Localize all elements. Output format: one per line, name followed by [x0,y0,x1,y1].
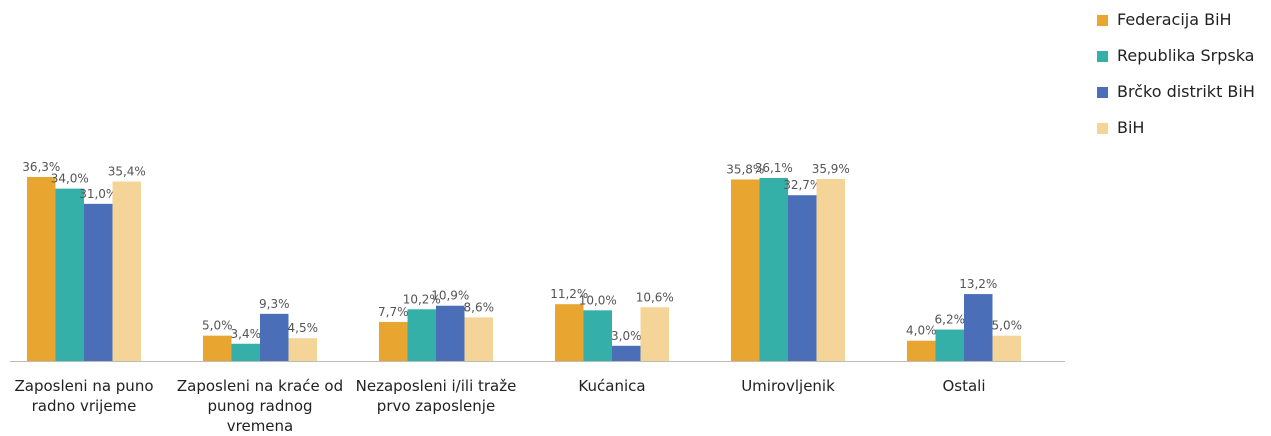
x-tick-label: Umirovljenik [741,377,835,395]
bar [27,176,56,361]
bar [759,177,788,361]
bar [464,317,493,361]
bar [640,307,669,361]
x-tick-label: Ostali [942,377,986,395]
value-label: 4,5% [288,321,319,335]
bar [731,179,760,361]
legend-swatch [1097,51,1108,62]
value-label: 35,8% [726,162,764,176]
bar [288,338,317,361]
value-label: 3,0% [611,329,642,343]
bar [612,345,641,361]
bar [964,294,993,361]
value-label: 11,2% [550,287,588,301]
x-tick-label: Zaposleni na kraće od punog radnog vreme… [176,377,344,435]
value-label: 4,0% [906,324,937,338]
bar [407,309,436,361]
x-tick-label: Zaposleni na puno radno vrijeme [14,377,154,415]
bar [84,203,113,361]
value-label: 7,7% [378,305,409,319]
legend-item: Republika Srpska [1097,46,1254,66]
value-label: 36,3% [22,160,60,174]
value-label: 5,0% [992,319,1023,333]
bar [935,329,964,361]
value-label: 8,6% [464,300,495,314]
legend-swatch [1097,87,1108,98]
bar [555,304,584,361]
value-label: 5,0% [202,319,233,333]
bar [816,178,845,361]
legend-label: Brčko distrikt BiH [1117,82,1255,101]
bar [55,188,84,361]
value-label: 35,4% [108,165,146,179]
value-label: 31,0% [79,187,117,201]
legend-swatch [1097,15,1108,26]
value-label: 32,7% [783,178,821,192]
value-label: 10,2% [403,292,441,306]
legend-label: BiH [1117,118,1145,137]
bar [231,343,260,361]
bar [583,310,612,361]
bar [788,195,817,361]
bar [907,340,936,361]
bar [436,305,465,361]
x-tick-label: Kućanica [578,377,646,395]
legend-swatch [1097,123,1108,134]
value-label: 9,3% [259,297,290,311]
bar [992,335,1021,361]
legend-item: Federacija BiH [1097,10,1232,30]
value-label: 6,2% [935,313,966,327]
value-label: 10,0% [579,293,617,307]
value-label: 35,9% [812,162,850,176]
legend-label: Republika Srpska [1117,46,1255,65]
value-label: 13,2% [959,277,997,291]
bar [112,181,141,361]
value-label: 10,6% [636,290,674,304]
value-label: 34,0% [51,172,89,186]
value-label: 3,4% [231,327,262,341]
legend-label: Federacija BiH [1117,10,1232,29]
bar [203,335,232,361]
value-label: 10,9% [431,289,469,303]
bar [379,321,408,361]
x-tick-label: Nezaposleni i/ili traže prvo zaposlenje [355,377,517,415]
bar [260,313,289,361]
legend-item: Brčko distrikt BiH [1097,82,1255,102]
legend-item: BiH [1097,118,1144,138]
value-label: 36,1% [755,161,793,175]
